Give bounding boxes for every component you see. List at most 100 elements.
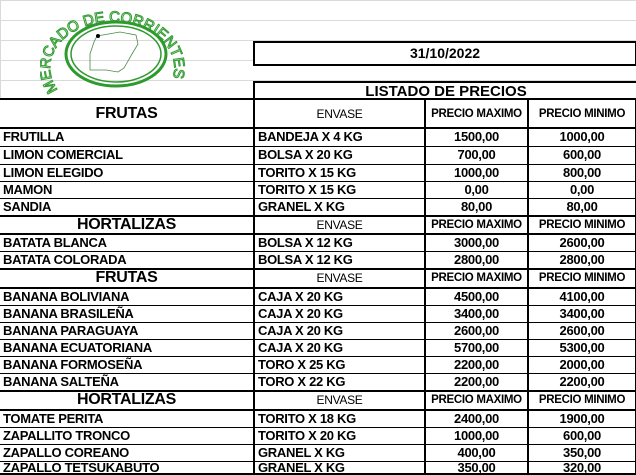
precio-maximo-cell: 2600,00 <box>425 322 529 340</box>
envase-cell: TORITO X 18 KG <box>254 409 426 428</box>
product-cell: BATATA COLORADA <box>0 251 255 269</box>
envase-cell: BOLSA X 12 KG <box>254 251 426 269</box>
section-header-row: HORTALIZAS ENVASE PRECIO MAXIMO PRECIO M… <box>0 389 636 411</box>
envase-cell: CAJA X 20 KG <box>254 322 426 340</box>
product-cell: ZAPALLO TETSUKABUTO <box>0 461 255 475</box>
table-row: LIMON COMERCIAL BOLSA X 20 KG 700,00 600… <box>0 146 636 165</box>
category-header: HORTALIZAS <box>0 214 255 235</box>
envase-cell: BANDEJA X 4 KG <box>254 128 426 147</box>
table-row: BANANA SALTEÑA TORO X 22 KG 2200,00 2200… <box>0 373 636 391</box>
precio-maximo-cell: 1500,00 <box>425 128 529 147</box>
precio-minimo-cell: 0,00 <box>528 181 636 199</box>
precio-minimo-cell: 2800,00 <box>528 251 636 269</box>
precio-maximo-cell: 2400,00 <box>425 409 529 428</box>
precio-maximo-cell: 4500,00 <box>425 287 529 306</box>
precio-minimo-cell: 3400,00 <box>528 305 636 323</box>
precio-minimo-cell: 5300,00 <box>528 339 636 357</box>
product-cell: BANANA BRASILEÑA <box>0 305 255 323</box>
table-row: TOMATE PERITA TORITO X 18 KG 2400,00 190… <box>0 409 636 428</box>
column-header-envase: ENVASE <box>254 98 426 129</box>
product-cell: FRUTILLA <box>0 128 255 147</box>
table-row: LIMON ELEGIDO TORITO X 15 KG 1000,00 800… <box>0 164 636 182</box>
precio-minimo-cell: 2600,00 <box>528 233 636 252</box>
product-cell: BANANA ECUATORIANA <box>0 339 255 357</box>
section-header-row: FRUTAS ENVASE PRECIO MAXIMO PRECIO MINIM… <box>0 267 636 289</box>
table-row: FRUTILLA BANDEJA X 4 KG 1500,00 1000,00 <box>0 128 636 147</box>
product-cell: LIMON COMERCIAL <box>0 146 255 165</box>
table-row: BANANA BOLIVIANA CAJA X 20 KG 4500,00 41… <box>0 287 636 306</box>
section-header-row: HORTALIZAS ENVASE PRECIO MAXIMO PRECIO M… <box>0 214 636 235</box>
precio-minimo-cell: 350,00 <box>528 444 636 462</box>
product-cell: BANANA BOLIVIANA <box>0 287 255 306</box>
column-header-precio-minimo: PRECIO MINIMO <box>528 267 636 289</box>
precio-minimo-cell: 320,00 <box>528 461 636 475</box>
column-header-precio-maximo: PRECIO MAXIMO <box>425 98 529 129</box>
precio-minimo-cell: 2600,00 <box>528 322 636 340</box>
product-cell: BANANA FORMOSEÑA <box>0 356 255 374</box>
envase-cell: GRANEL X KG <box>254 444 426 462</box>
column-header-precio-maximo: PRECIO MAXIMO <box>425 214 529 235</box>
envase-cell: TORITO X 15 KG <box>254 164 426 182</box>
table-row: MAMON TORITO X 15 KG 0,00 0,00 <box>0 181 636 199</box>
precio-maximo-cell: 2200,00 <box>425 356 529 374</box>
table-row: SANDIA GRANEL X KG 80,00 80,00 <box>0 198 636 216</box>
envase-cell: GRANEL X KG <box>254 198 426 216</box>
precio-maximo-cell: 0,00 <box>425 181 529 199</box>
precio-maximo-cell: 3000,00 <box>425 233 529 252</box>
envase-cell: BOLSA X 12 KG <box>254 233 426 252</box>
product-cell: LIMON ELEGIDO <box>0 164 255 182</box>
envase-cell: CAJA X 20 KG <box>254 305 426 323</box>
precio-maximo-cell: 3400,00 <box>425 305 529 323</box>
table-row: ZAPALLO TETSUKABUTO GRANEL X KG 350,00 3… <box>0 461 636 475</box>
precio-minimo-cell: 1900,00 <box>528 409 636 428</box>
section-header-row: FRUTAS ENVASE PRECIO MAXIMO PRECIO MINIM… <box>0 98 636 129</box>
table-row: ZAPALLITO TRONCO TORITO X 20 KG 1000,00 … <box>0 427 636 445</box>
envase-cell: TORO X 22 KG <box>254 373 426 391</box>
table-row: BATATA COLORADA BOLSA X 12 KG 2800,00 28… <box>0 251 636 269</box>
precio-maximo-cell: 350,00 <box>425 461 529 475</box>
product-cell: MAMON <box>0 181 255 199</box>
column-header-envase: ENVASE <box>254 214 426 235</box>
precio-minimo-cell: 80,00 <box>528 198 636 216</box>
precio-maximo-cell: 1000,00 <box>425 164 529 182</box>
category-header: FRUTAS <box>0 98 255 129</box>
precio-minimo-cell: 1000,00 <box>528 128 636 147</box>
product-cell: BANANA SALTEÑA <box>0 373 255 391</box>
envase-cell: CAJA X 20 KG <box>254 339 426 357</box>
product-cell: ZAPALLO COREANO <box>0 444 255 462</box>
precio-maximo-cell: 1000,00 <box>425 427 529 445</box>
precio-minimo-cell: 2000,00 <box>528 356 636 374</box>
envase-cell: CAJA X 20 KG <box>254 287 426 306</box>
mercado-de-corrientes-logo: MERCADO DE CORRIENTES <box>40 8 188 97</box>
table-row: BANANA FORMOSEÑA TORO X 25 KG 2200,00 20… <box>0 356 636 374</box>
table-row: ZAPALLO COREANO GRANEL X KG 400,00 350,0… <box>0 444 636 462</box>
category-header: HORTALIZAS <box>0 389 255 411</box>
envase-cell: BOLSA X 20 KG <box>254 146 426 165</box>
precio-minimo-cell: 800,00 <box>528 164 636 182</box>
precio-minimo-cell: 600,00 <box>528 146 636 165</box>
product-cell: BANANA PARAGUAYA <box>0 322 255 340</box>
column-header-precio-minimo: PRECIO MINIMO <box>528 98 636 129</box>
product-cell: ZAPALLITO TRONCO <box>0 427 255 445</box>
product-cell: TOMATE PERITA <box>0 409 255 428</box>
column-header-precio-minimo: PRECIO MINIMO <box>528 389 636 411</box>
precio-minimo-cell: 2200,00 <box>528 373 636 391</box>
column-header-envase: ENVASE <box>254 267 426 289</box>
column-header-precio-maximo: PRECIO MAXIMO <box>425 267 529 289</box>
envase-cell: TORO X 25 KG <box>254 356 426 374</box>
precio-maximo-cell: 400,00 <box>425 444 529 462</box>
precio-maximo-cell: 80,00 <box>425 198 529 216</box>
envase-cell: TORITO X 20 KG <box>254 427 426 445</box>
price-list-title: LISTADO DE PRECIOS <box>253 81 636 100</box>
table-row: BANANA PARAGUAYA CAJA X 20 KG 2600,00 26… <box>0 322 636 340</box>
date-cell: 31/10/2022 <box>253 41 636 66</box>
envase-cell: GRANEL X KG <box>254 461 426 475</box>
table-row: BANANA ECUATORIANA CAJA X 20 KG 5700,00 … <box>0 339 636 357</box>
precio-minimo-cell: 600,00 <box>528 427 636 445</box>
product-cell: BATATA BLANCA <box>0 233 255 252</box>
price-table: FRUTAS ENVASE PRECIO MAXIMO PRECIO MINIM… <box>0 98 636 475</box>
precio-maximo-cell: 2800,00 <box>425 251 529 269</box>
envase-cell: TORITO X 15 KG <box>254 181 426 199</box>
precio-maximo-cell: 5700,00 <box>425 339 529 357</box>
column-header-precio-maximo: PRECIO MAXIMO <box>425 389 529 411</box>
